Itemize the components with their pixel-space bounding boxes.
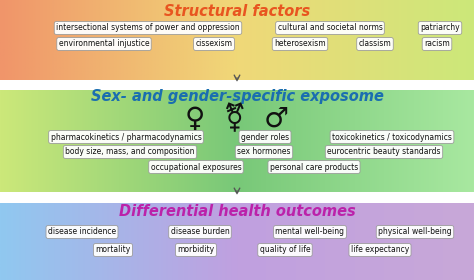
Text: Differential health outcomes: Differential health outcomes [118,204,356,220]
Text: personal care products: personal care products [270,162,358,171]
Text: disease burden: disease burden [171,227,229,237]
Text: morbidity: morbidity [177,246,215,255]
Text: environmental injustice: environmental injustice [59,39,149,48]
Text: cissexism: cissexism [195,39,233,48]
Text: pharmacokinetics / pharmacodynamics: pharmacokinetics / pharmacodynamics [51,132,201,141]
Text: Structural factors: Structural factors [164,4,310,20]
Text: intersectional systems of power and oppression: intersectional systems of power and oppr… [56,24,240,32]
Text: ♀  ⚧  ♂: ♀ ⚧ ♂ [185,103,289,133]
Text: sex hormones: sex hormones [237,148,291,157]
Text: mental well-being: mental well-being [275,227,345,237]
Text: life expectancy: life expectancy [351,246,409,255]
Text: classism: classism [359,39,392,48]
Text: patriarchy: patriarchy [420,24,460,32]
Text: heterosexism: heterosexism [274,39,326,48]
Text: Sex- and gender-specific exposome: Sex- and gender-specific exposome [91,90,383,104]
Text: cultural and societal norms: cultural and societal norms [278,24,383,32]
Text: mortality: mortality [95,246,131,255]
Text: occupational exposures: occupational exposures [151,162,241,171]
Text: toxicokinetics / toxicodynamics: toxicokinetics / toxicodynamics [332,132,452,141]
Text: quality of life: quality of life [260,246,310,255]
Text: racism: racism [424,39,450,48]
Text: body size, mass, and composition: body size, mass, and composition [65,148,195,157]
Text: gender roles: gender roles [241,132,289,141]
Text: eurocentric beauty standards: eurocentric beauty standards [327,148,441,157]
Text: disease incidence: disease incidence [48,227,116,237]
Text: physical well-being: physical well-being [378,227,452,237]
